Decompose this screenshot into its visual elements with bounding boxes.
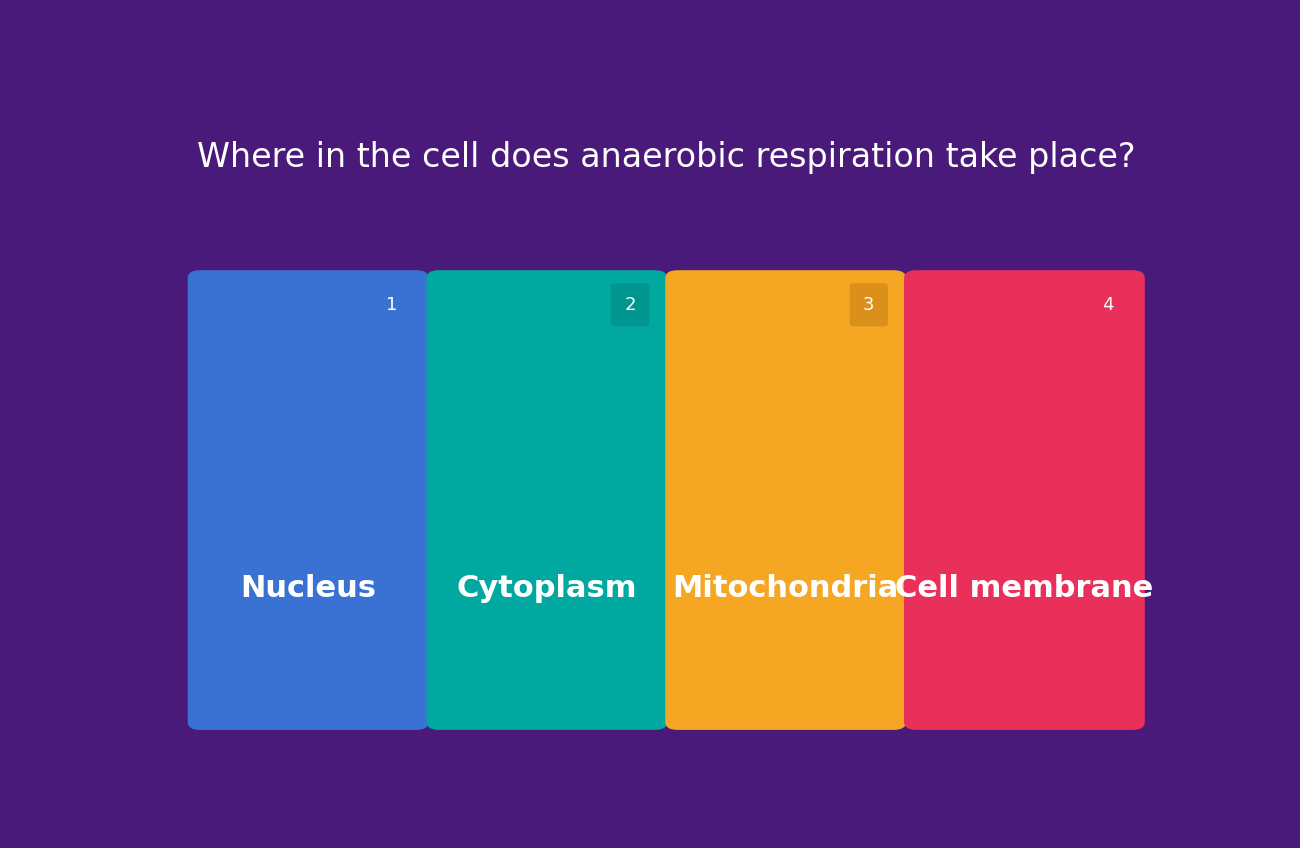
Text: Cell membrane: Cell membrane	[896, 574, 1153, 604]
FancyBboxPatch shape	[426, 271, 667, 730]
Text: 4: 4	[1102, 296, 1113, 314]
FancyBboxPatch shape	[1088, 283, 1127, 326]
FancyBboxPatch shape	[903, 271, 1145, 730]
Text: Nucleus: Nucleus	[240, 574, 376, 604]
FancyBboxPatch shape	[187, 271, 429, 730]
FancyBboxPatch shape	[850, 283, 888, 326]
Text: Mitochondria: Mitochondria	[672, 574, 898, 604]
Text: 2: 2	[624, 296, 636, 314]
Text: Where in the cell does anaerobic respiration take place?: Where in the cell does anaerobic respira…	[196, 141, 1136, 174]
Text: 3: 3	[863, 296, 875, 314]
Text: 1: 1	[386, 296, 396, 314]
FancyBboxPatch shape	[611, 283, 649, 326]
FancyBboxPatch shape	[666, 271, 906, 730]
FancyBboxPatch shape	[372, 283, 411, 326]
Text: Cytoplasm: Cytoplasm	[456, 574, 637, 604]
